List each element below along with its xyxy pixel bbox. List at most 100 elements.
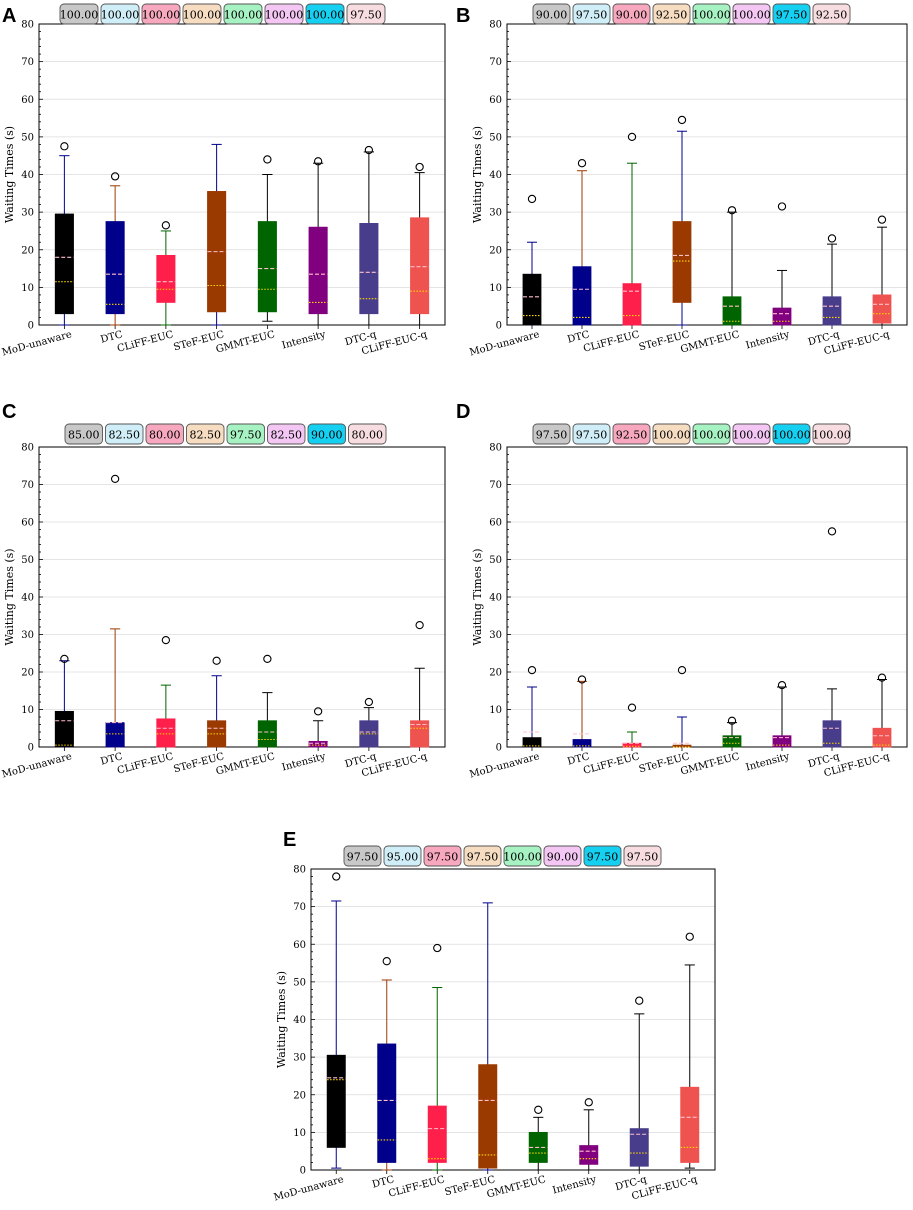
x-tick-label: Intensity (551, 1174, 597, 1196)
success-rate-badge: 100.00 (100, 3, 140, 25)
success-rate-badge: 100.00 (182, 3, 222, 25)
y-tick-label: 30 (21, 630, 34, 641)
iqr-box (522, 737, 542, 748)
y-tick-label: 20 (21, 245, 34, 256)
success-rate-badge: 90.00 (612, 3, 651, 25)
panel-letter: C (2, 401, 16, 423)
box-mod-unaware: MoD-unaware (1, 654, 74, 781)
box-dtc: DTC (566, 675, 592, 768)
x-tick-label: CLiFF-EUC (582, 329, 641, 355)
success-rate-label: 100.00 (732, 429, 771, 442)
success-rate-badge: 85.00 (64, 423, 103, 445)
outlier-point (313, 707, 323, 716)
iqr-box (105, 221, 125, 315)
outlier-point (685, 932, 694, 941)
outlier-point (877, 215, 887, 224)
y-tick-label: 10 (21, 283, 34, 294)
success-rate-label: 100.00 (503, 851, 542, 864)
success-rate-label: 82.50 (190, 429, 222, 442)
outlier-point (627, 703, 637, 712)
panel-c: C 0 10 20 30 40 50 60 70 80 Waiting Times (s) 85.00… (1, 401, 446, 781)
success-rate-badge: 90.00 (532, 3, 571, 25)
box-intensity: Intensity (281, 707, 328, 773)
success-rate-badge: 100.00 (141, 3, 181, 25)
success-rate-label: 97.50 (576, 429, 608, 442)
box-dtc: DTC (99, 172, 125, 346)
success-rate-label: 80.00 (149, 429, 181, 442)
success-rate-label: 100.00 (101, 9, 140, 22)
y-tick-label: 60 (489, 95, 502, 106)
success-rate-badge: 90.00 (307, 423, 346, 445)
x-tick-label: Intensity (745, 751, 791, 773)
y-tick-label: 70 (21, 57, 34, 68)
box-dtc-q: DTC-q (344, 145, 379, 348)
y-axis-label: Waiting Times (s) (471, 548, 484, 645)
iqr-box (680, 1086, 700, 1163)
y-tick-label: 50 (489, 555, 502, 566)
outlier-point (727, 206, 737, 215)
y-tick-label: 40 (21, 170, 34, 181)
x-tick-label: GMMT-EUC (215, 329, 277, 355)
panel-letter: E (283, 829, 296, 851)
success-rate-badge: 80.00 (145, 423, 184, 445)
success-rate-label: 90.00 (311, 429, 343, 442)
outlier-point (584, 1098, 593, 1107)
box-dtc: DTC (371, 957, 397, 1191)
x-tick-label: MoD-unaware (468, 329, 540, 358)
success-rate-badge: 100.00 (652, 423, 691, 445)
success-rate-label: 97.50 (536, 429, 568, 442)
outlier-point (727, 716, 737, 725)
success-rate-badge: 97.50 (532, 423, 571, 445)
outlier-point (777, 680, 787, 690)
y-tick-label: 80 (489, 20, 502, 31)
y-tick-label: 40 (21, 593, 34, 604)
box-stef-euc: STeF-EUC (172, 656, 227, 775)
x-tick-label: CLiFF-EUC (387, 1174, 446, 1200)
panel-letter: B (456, 5, 470, 27)
box-intensity: Intensity (551, 1098, 599, 1196)
box-cliff-euc: CLiFF-EUC (116, 221, 176, 355)
success-rate-badge: 100.00 (812, 423, 851, 445)
y-tick-label: 0 (28, 743, 34, 754)
success-rate-badge: 92.50 (812, 3, 851, 25)
iqr-box (822, 296, 842, 326)
success-rate-label: 100.00 (306, 9, 345, 22)
success-rate-label: 100.00 (812, 429, 851, 442)
success-rate-label: 97.50 (776, 9, 808, 22)
y-tick-label: 0 (28, 321, 34, 332)
y-tick-label: 50 (21, 132, 34, 143)
y-tick-label: 70 (489, 57, 502, 68)
x-tick-label: Intensity (281, 329, 327, 351)
y-tick-label: 50 (293, 977, 306, 988)
y-tick-label: 20 (21, 668, 34, 679)
success-rate-label: 100.00 (224, 9, 263, 22)
box-stef-euc: STeF-EUC (638, 115, 692, 353)
outlier-point (161, 221, 171, 230)
iqr-box (156, 254, 176, 303)
iqr-box (359, 223, 379, 315)
outlier-point (161, 635, 171, 645)
outlier-point (110, 474, 120, 484)
panel-e: E 0 10 20 30 40 50 60 70 80 Waiting Times (s) 97.50… (273, 829, 716, 1204)
iqr-box (872, 727, 892, 748)
outlier-point (577, 675, 587, 684)
success-rate-badge: 97.50 (343, 845, 382, 867)
y-tick-label: 80 (489, 443, 502, 454)
iqr-box (54, 213, 74, 315)
iqr-box (772, 307, 792, 326)
panel-letter: D (456, 401, 470, 423)
x-tick-label: MoD-unaware (468, 751, 540, 780)
y-tick-label: 60 (489, 518, 502, 529)
outlier-point (577, 159, 587, 168)
y-tick-label: 60 (21, 518, 34, 529)
outlier-point (263, 654, 272, 664)
x-tick-label: CLiFF-EUC (116, 329, 175, 355)
success-rate-label: 97.50 (467, 851, 499, 864)
outlier-point (263, 155, 272, 164)
panel-b: B 0 10 20 30 40 50 60 70 80 Waiting Times (s) 90.00… (456, 3, 908, 359)
iqr-box (156, 718, 176, 748)
box-dtc-q: DTC-q (807, 527, 842, 770)
success-rate-label: 85.00 (68, 429, 100, 442)
success-rate-label: 100.00 (183, 9, 222, 22)
box-dtc: DTC (566, 159, 592, 346)
